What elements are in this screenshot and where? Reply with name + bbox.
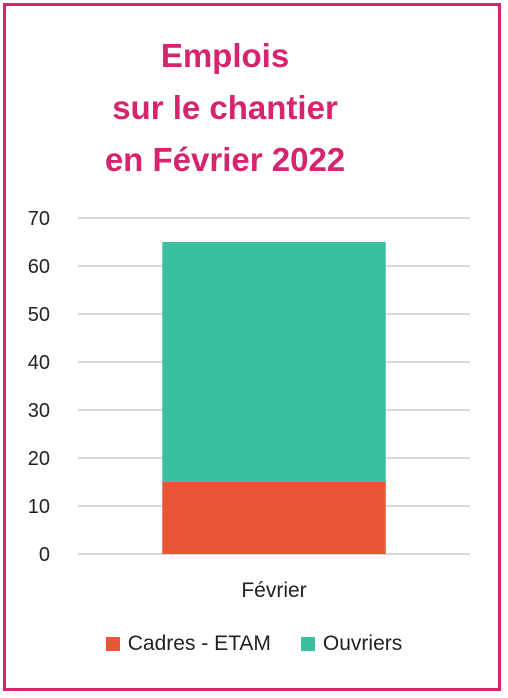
legend-label-ouvriers: Ouvriers [322,632,403,655]
y-tick-label: 10 [28,496,50,518]
y-tick-label: 60 [28,256,50,278]
y-tick-label: 20 [28,448,50,470]
bars [162,242,386,554]
y-tick-label: 70 [28,208,50,230]
legend-swatch-ouvriers [300,637,315,651]
legend: Cadres - ETAM Ouvriers [0,632,508,656]
y-tick-label: 40 [28,352,50,374]
title-line-2: sur le chantier [112,89,338,126]
legend-swatch-cadres [105,637,120,651]
y-tick-label: 50 [28,304,50,326]
y-tick-label: 0 [39,544,50,566]
title-line-3: en Février 2022 [104,141,346,178]
x-tick-label: Février [241,579,306,602]
y-axis-tick-labels: 0 10 20 30 40 50 60 70 [28,208,50,566]
legend-item-ouvriers: Ouvriers [300,632,403,656]
bar-segment-ouvriers [162,242,386,482]
bar-segment-cadres [162,482,386,554]
legend-item-cadres: Cadres - ETAM [105,632,271,656]
chart-title: Emplois sur le chantier en Février 2022 [0,30,450,186]
legend-label-cadres: Cadres - ETAM [127,632,271,655]
title-line-1: Emplois [160,37,290,74]
x-axis-tick-labels: Février [241,579,306,602]
y-tick-label: 30 [28,400,50,422]
